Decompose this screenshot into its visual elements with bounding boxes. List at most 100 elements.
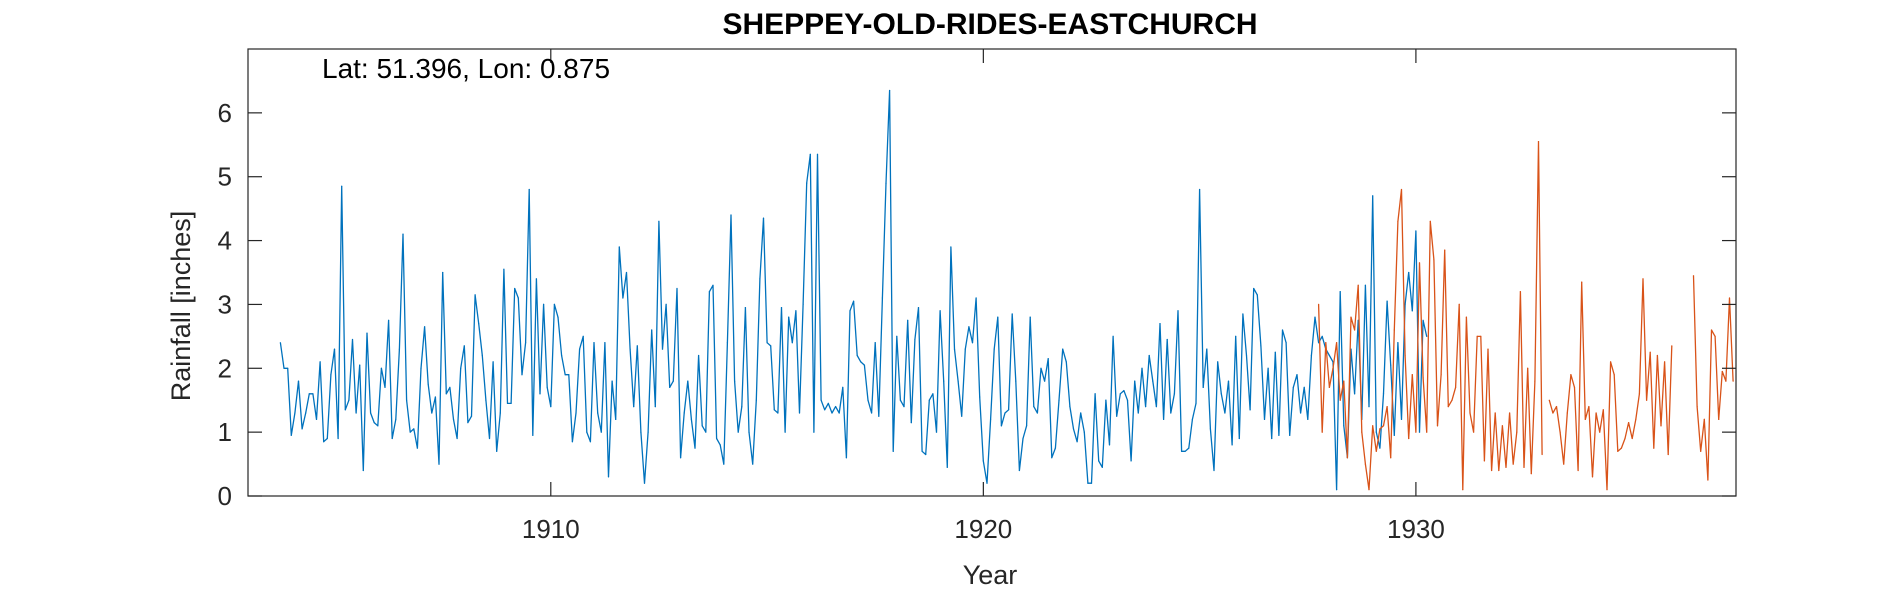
data-point bbox=[589, 441, 592, 443]
data-point bbox=[341, 185, 343, 187]
data-point bbox=[1447, 406, 1449, 408]
data-point bbox=[413, 428, 415, 430]
data-point bbox=[1408, 271, 1410, 274]
data-point bbox=[1343, 425, 1345, 427]
data-point bbox=[1325, 342, 1327, 344]
data-point bbox=[1696, 406, 1698, 408]
data-point bbox=[1451, 399, 1453, 401]
data-point bbox=[770, 345, 772, 347]
data-point bbox=[1555, 406, 1558, 408]
data-point bbox=[1307, 418, 1309, 420]
data-point bbox=[1732, 380, 1734, 382]
data-point bbox=[795, 310, 797, 312]
data-point bbox=[625, 271, 628, 274]
data-point bbox=[532, 434, 534, 436]
data-point bbox=[633, 406, 635, 408]
data-point bbox=[333, 348, 336, 350]
data-point bbox=[467, 422, 469, 424]
data-point bbox=[1436, 425, 1439, 427]
data-point bbox=[971, 342, 974, 344]
data-point bbox=[1008, 409, 1010, 411]
data-point bbox=[1332, 367, 1334, 369]
data-point bbox=[1281, 329, 1284, 331]
data-point bbox=[488, 437, 491, 440]
data-point bbox=[1364, 284, 1366, 286]
data-point bbox=[1069, 406, 1071, 408]
x-tick-label: 1910 bbox=[522, 514, 580, 544]
data-point bbox=[1065, 361, 1067, 363]
data-point bbox=[1256, 294, 1258, 296]
data-point bbox=[892, 450, 894, 452]
data-point bbox=[1631, 437, 1633, 440]
axes: 1910 1920 1930 0 1 2 3 4 5 6 bbox=[218, 48, 1737, 544]
data-point bbox=[1382, 425, 1385, 427]
data-point bbox=[330, 374, 332, 376]
data-point bbox=[1487, 348, 1489, 350]
data-point bbox=[384, 386, 386, 388]
data-point bbox=[1289, 434, 1291, 436]
data-point bbox=[1372, 195, 1374, 197]
data-point bbox=[438, 463, 440, 465]
data-point bbox=[1235, 335, 1237, 337]
data-point bbox=[889, 89, 891, 92]
data-point bbox=[1635, 418, 1637, 420]
data-point bbox=[1354, 329, 1356, 331]
data-point bbox=[362, 469, 364, 472]
data-point bbox=[1415, 230, 1417, 232]
data-point bbox=[1411, 374, 1413, 376]
data-point bbox=[925, 453, 927, 456]
data-point bbox=[881, 297, 884, 299]
data-point bbox=[1458, 303, 1460, 305]
data-point bbox=[964, 348, 966, 350]
data-point bbox=[460, 367, 462, 369]
data-point bbox=[1227, 380, 1230, 382]
data-point bbox=[279, 342, 281, 344]
data-point bbox=[1224, 412, 1226, 414]
data-point bbox=[1087, 482, 1089, 484]
chart-title: SHEPPEY-OLD-RIDES-EASTCHURCH bbox=[722, 8, 1257, 41]
data-point bbox=[654, 406, 656, 408]
data-point bbox=[1328, 354, 1330, 357]
data-point bbox=[312, 393, 314, 395]
data-point bbox=[1440, 374, 1442, 376]
data-point bbox=[1728, 297, 1731, 299]
data-point bbox=[676, 287, 678, 290]
data-point bbox=[1527, 367, 1529, 369]
data-point bbox=[1152, 380, 1154, 382]
data-point bbox=[849, 310, 851, 312]
data-point bbox=[824, 409, 826, 411]
data-point bbox=[932, 393, 934, 395]
data-point bbox=[294, 412, 296, 414]
data-point bbox=[1314, 316, 1316, 318]
data-point bbox=[1400, 188, 1403, 191]
data-point bbox=[878, 415, 880, 417]
data-point bbox=[1263, 418, 1266, 420]
data-point bbox=[1098, 460, 1100, 462]
data-point bbox=[355, 412, 357, 414]
data-point bbox=[579, 348, 581, 350]
data-point bbox=[1199, 188, 1201, 191]
data-point bbox=[1537, 141, 1540, 143]
data-point bbox=[1029, 316, 1031, 318]
data-point bbox=[1047, 358, 1049, 360]
data-point bbox=[1303, 386, 1305, 388]
data-point bbox=[1368, 406, 1370, 408]
data-point bbox=[1476, 335, 1478, 337]
data-point bbox=[766, 342, 768, 344]
data-point bbox=[1217, 361, 1219, 363]
data-point bbox=[481, 354, 483, 357]
coordinates-annotation: Lat: 51.396, Lon: 0.875 bbox=[322, 53, 610, 84]
data-point bbox=[752, 463, 754, 465]
data-point bbox=[557, 316, 559, 318]
data-point bbox=[553, 303, 556, 305]
data-point bbox=[546, 386, 548, 388]
data-point bbox=[1209, 428, 1211, 430]
data-point bbox=[939, 310, 941, 312]
data-point bbox=[842, 386, 844, 388]
data-point bbox=[1429, 220, 1431, 222]
data-point bbox=[582, 335, 584, 337]
data-point bbox=[1119, 393, 1121, 395]
data-point bbox=[1382, 393, 1385, 395]
data-point bbox=[593, 342, 595, 344]
data-point bbox=[867, 399, 869, 401]
